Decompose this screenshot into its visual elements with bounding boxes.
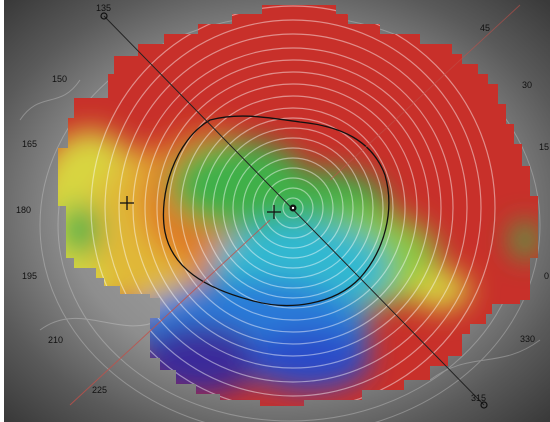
reference-cross [120, 196, 134, 210]
pupil-outline [162, 115, 390, 307]
placido-rings [90, 5, 496, 406]
degree-label-225: 225 [92, 385, 107, 395]
degree-label-0: 0 [544, 271, 549, 281]
pupil-center-cross [267, 205, 281, 219]
degree-label-30: 30 [522, 80, 532, 90]
secondary-axis-line-upper [329, 4, 521, 181]
degree-label-315: 315 [471, 393, 486, 403]
secondary-axis-line [69, 219, 271, 406]
degree-label-165: 165 [22, 139, 37, 149]
degree-label-135: 135 [96, 3, 111, 13]
degree-label-150: 150 [52, 74, 67, 84]
degree-label-330: 330 [520, 334, 535, 344]
axis-marker-bottom [480, 401, 488, 409]
degree-label-195: 195 [22, 271, 37, 281]
degree-label-180: 180 [16, 205, 31, 215]
degree-label-210: 210 [48, 335, 63, 345]
degree-label-15: 15 [539, 142, 549, 152]
axis-marker-top [100, 12, 108, 20]
degree-label-45: 45 [480, 23, 490, 33]
